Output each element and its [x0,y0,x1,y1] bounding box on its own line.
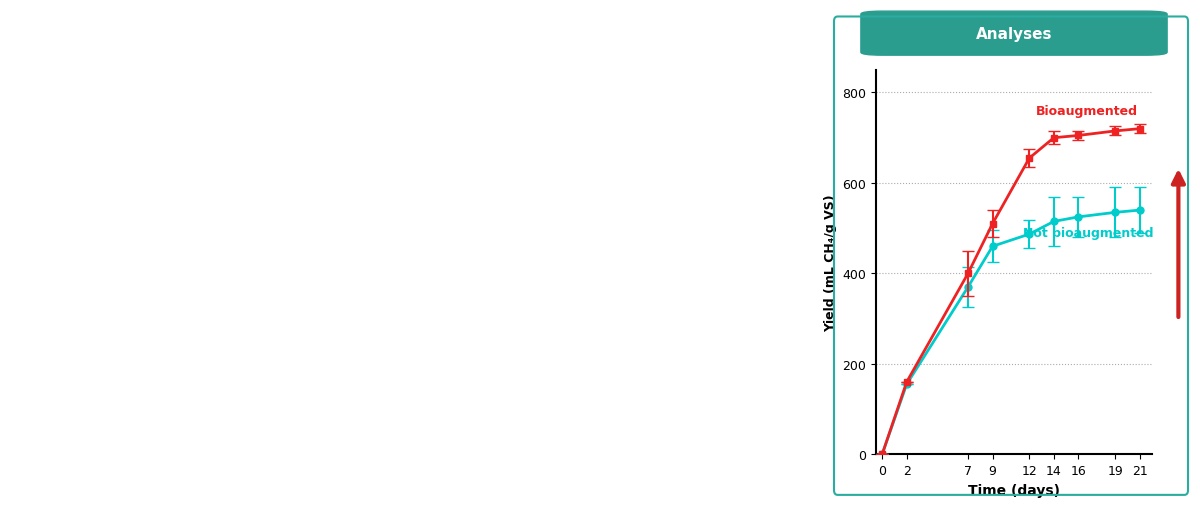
X-axis label: Time (days): Time (days) [968,483,1060,497]
Y-axis label: Yield (mL CH₄/g VS): Yield (mL CH₄/g VS) [823,194,836,331]
Text: Bioaugmented: Bioaugmented [1036,105,1138,118]
Text: Analyses: Analyses [976,27,1052,41]
FancyBboxPatch shape [860,12,1168,56]
Text: Not bioaugmented: Not bioaugmented [1024,227,1153,240]
